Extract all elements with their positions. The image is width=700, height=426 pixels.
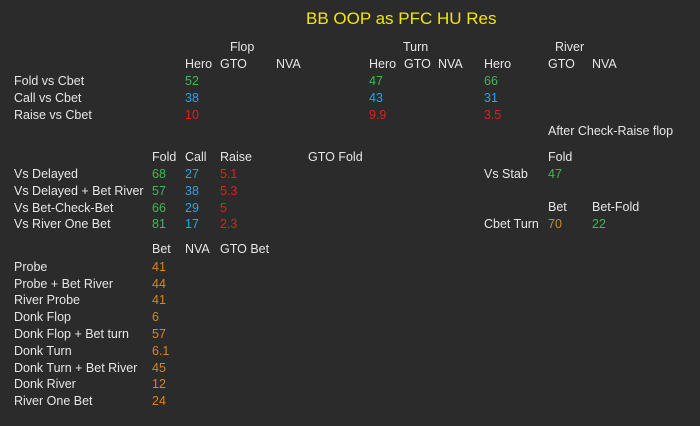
row-label: Donk Turn + Bet River bbox=[14, 361, 138, 375]
delayed-fold-header: Fold bbox=[152, 150, 177, 164]
turn-hero-header: Hero bbox=[369, 57, 397, 71]
row-label: Donk Flop bbox=[14, 310, 71, 324]
row-label: Probe + Bet River bbox=[14, 277, 114, 291]
stat-value: 43 bbox=[369, 91, 383, 105]
row-label: Donk Turn bbox=[14, 344, 72, 358]
stat-value: 45 bbox=[152, 361, 166, 375]
after-cr-title: After Check-Raise flop bbox=[548, 124, 674, 138]
stat-value: 52 bbox=[185, 74, 199, 88]
stat-value: 29 bbox=[185, 201, 199, 215]
row-label: Fold vs Cbet bbox=[14, 74, 85, 88]
turn-nva-header: NVA bbox=[438, 57, 463, 71]
page-title: BB OOP as PFC HU Res bbox=[306, 9, 497, 28]
row-label: Raise vs Cbet bbox=[14, 108, 92, 122]
after-cr-bet-header: Bet bbox=[548, 200, 567, 214]
turn-gto-header: GTO bbox=[404, 57, 431, 71]
river-gto-header: GTO bbox=[548, 57, 575, 71]
river-header: River bbox=[555, 40, 585, 54]
row-label: Vs River One Bet bbox=[14, 217, 111, 231]
row-label: Vs Delayed + Bet River bbox=[14, 184, 144, 198]
after-cr-betfold-header: Bet-Fold bbox=[592, 200, 640, 214]
stat-value: 12 bbox=[152, 377, 166, 391]
stat-value: 41 bbox=[152, 293, 166, 307]
stat-value: 38 bbox=[185, 184, 199, 198]
probe-bet-header: Bet bbox=[152, 242, 171, 256]
stat-value: 27 bbox=[185, 167, 199, 181]
stat-value: 6 bbox=[152, 310, 159, 324]
stat-value: 6.1 bbox=[152, 344, 170, 358]
stat-value: 17 bbox=[185, 217, 199, 231]
stat-value: 44 bbox=[152, 277, 166, 291]
stat-value: 5 bbox=[220, 201, 227, 215]
stat-value: 5.1 bbox=[220, 167, 238, 181]
row-label: River Probe bbox=[14, 293, 80, 307]
stat-value: 5.3 bbox=[220, 184, 238, 198]
stat-value: 47 bbox=[548, 167, 562, 181]
stat-value: 38 bbox=[185, 91, 199, 105]
probe-gto-bet-header: GTO Bet bbox=[220, 242, 270, 256]
stat-value: 57 bbox=[152, 184, 166, 198]
row-label: Vs Bet-Check-Bet bbox=[14, 201, 114, 215]
flop-hero-header: Hero bbox=[185, 57, 213, 71]
stat-value: 31 bbox=[484, 91, 498, 105]
river-nva-header: NVA bbox=[592, 57, 617, 71]
stat-value: 81 bbox=[152, 217, 166, 231]
stat-value: 10 bbox=[185, 108, 199, 122]
stat-value: 9.9 bbox=[369, 108, 387, 122]
stat-value: 41 bbox=[152, 260, 166, 274]
stat-value: 24 bbox=[152, 394, 166, 408]
row-label: Call vs Cbet bbox=[14, 91, 82, 105]
flop-gto-header: GTO bbox=[220, 57, 247, 71]
row-label: Donk River bbox=[14, 377, 76, 391]
stat-value: 2.3 bbox=[220, 217, 238, 231]
after-cr-fold-header: Fold bbox=[548, 150, 573, 164]
stat-value: 66 bbox=[484, 74, 498, 88]
stat-value: 22 bbox=[592, 217, 606, 231]
delayed-gto-fold-header: GTO Fold bbox=[308, 150, 363, 164]
stat-value: 68 bbox=[152, 167, 166, 181]
row-label: Probe bbox=[14, 260, 48, 274]
probe-nva-header: NVA bbox=[185, 242, 210, 256]
stat-value: 57 bbox=[152, 327, 166, 341]
row-label: River One Bet bbox=[14, 394, 93, 408]
turn-header: Turn bbox=[403, 40, 429, 54]
row-label: Vs Delayed bbox=[14, 167, 78, 181]
flop-header: Flop bbox=[230, 40, 255, 54]
delayed-call-header: Call bbox=[185, 150, 207, 164]
stat-value: 66 bbox=[152, 201, 166, 215]
flop-nva-header: NVA bbox=[276, 57, 301, 71]
row-label: Donk Flop + Bet turn bbox=[14, 327, 129, 341]
row-label: Vs Stab bbox=[484, 167, 528, 181]
row-label: Cbet Turn bbox=[484, 217, 539, 231]
stat-value: 3.5 bbox=[484, 108, 502, 122]
delayed-raise-header: Raise bbox=[220, 150, 252, 164]
stat-value: 47 bbox=[369, 74, 383, 88]
stat-value: 70 bbox=[548, 217, 562, 231]
river-hero-header: Hero bbox=[484, 57, 512, 71]
